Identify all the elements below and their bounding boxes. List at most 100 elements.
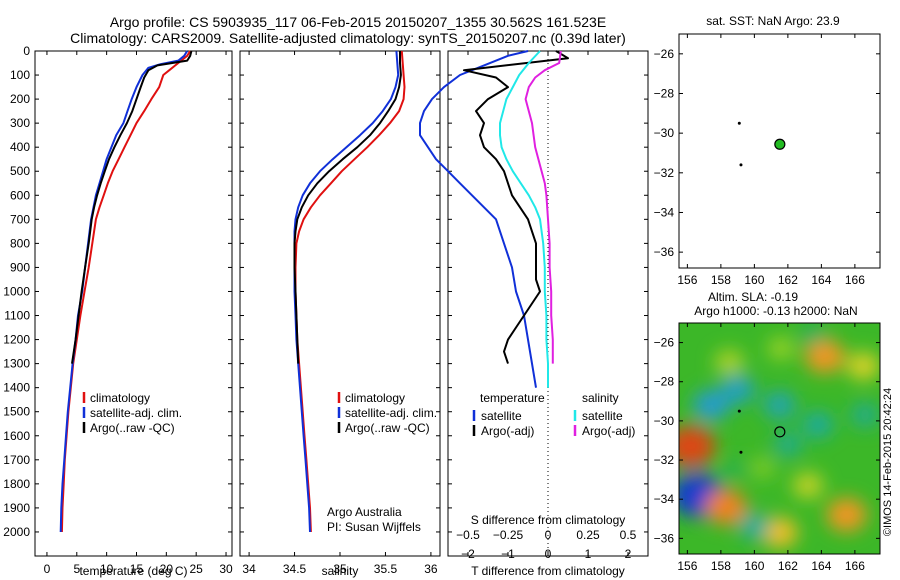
- depth-tick-label: 1800: [3, 477, 30, 491]
- temp-legend-label: satellite-adj. clim.: [90, 406, 182, 420]
- pi-label: PI: Susan Wijffels: [327, 520, 421, 534]
- depth-tick-label: 700: [10, 212, 30, 226]
- sla-title-line1: Altim. SLA: -0.19: [708, 290, 798, 304]
- other-float-marker: [737, 121, 741, 125]
- sst_map-lon-label: 162: [778, 273, 798, 287]
- sla_map-lat-label: −26: [654, 336, 675, 350]
- difference-series-2: [499, 50, 549, 388]
- depth-tick-label: 400: [10, 140, 30, 154]
- salinity-xtick-label: 34.5: [283, 562, 307, 576]
- sal-legend-label: satellite-adj. clim.: [345, 406, 437, 420]
- sla-anomaly: [692, 389, 729, 421]
- sla-anomaly: [850, 402, 880, 428]
- depth-tick-label: 900: [10, 260, 30, 274]
- difference-series-3: [524, 50, 562, 364]
- difference-series-1: [463, 50, 569, 364]
- float-position-marker: [774, 138, 786, 150]
- depth-tick-label: 1400: [3, 381, 30, 395]
- sst_map-lon-label: 166: [845, 273, 865, 287]
- salinity-frame: [239, 50, 441, 557]
- salinity-xtick-label: 35: [333, 562, 347, 576]
- sst_map-lat-label: −36: [654, 245, 675, 259]
- sst_map-lon-label: 160: [744, 273, 764, 287]
- t-diff-tick-label: −2: [461, 547, 475, 561]
- sla-anomaly-layer: [679, 323, 880, 548]
- figure-title-line1: Argo profile: CS 5903935_117 06-Feb-2015…: [110, 14, 606, 30]
- temp-diff-legend-label: Argo(-adj): [481, 424, 534, 438]
- depth-tick-label: 1900: [3, 501, 30, 515]
- sst_map-lon-label: 164: [811, 273, 831, 287]
- sla_map-lat-label: −32: [654, 453, 675, 467]
- t-diff-tick-label: −1: [501, 547, 515, 561]
- sla_map-lat-label: −34: [654, 492, 675, 506]
- depth-tick-label: 1000: [3, 284, 30, 298]
- salinity-xlabel: salinity: [322, 564, 359, 578]
- sla_map-lat-label: −30: [654, 414, 675, 428]
- salinity-series-1: [293, 50, 400, 533]
- sla-anomaly: [679, 425, 716, 468]
- salinity-xtick-label: 35.5: [374, 562, 398, 576]
- other-float-marker: [739, 450, 743, 454]
- salinity-series-0: [294, 50, 406, 533]
- sal-legend-title: salinity: [582, 391, 619, 405]
- sla_map-lon-label: 160: [744, 559, 764, 573]
- sst-title: sat. SST: NaN Argo: 23.9: [706, 14, 840, 28]
- sla-anomaly: [750, 457, 776, 479]
- depth-tick-label: 1600: [3, 429, 30, 443]
- difference-series-0: [419, 50, 537, 388]
- depth-tick-label: 1700: [3, 453, 30, 467]
- temperature-frame: [34, 50, 233, 557]
- depth-tick-label: 600: [10, 188, 30, 202]
- depth-tick-label: 1300: [3, 357, 30, 371]
- sla_map-lon-label: 164: [811, 559, 831, 573]
- sal-diff-legend-label: satellite: [582, 409, 623, 423]
- sla-anomaly: [705, 489, 747, 525]
- depth-tick-label: 100: [10, 68, 30, 82]
- float-position-marker: [774, 426, 786, 438]
- temp-legend-label: Argo(..raw -QC): [90, 421, 175, 435]
- s-diff-tick-label: 0.5: [620, 528, 637, 542]
- s-diff-tick-label: 0.25: [576, 528, 600, 542]
- sla_map-lon-label: 166: [845, 559, 865, 573]
- s-diff-tick-label: −0.5: [456, 528, 480, 542]
- sla-anomaly: [767, 336, 795, 361]
- sla-anomaly: [846, 352, 880, 380]
- temperature-xtick-label: 10: [100, 562, 114, 576]
- figure-title-line2: Climatology: CARS2009. Satellite-adjuste…: [70, 30, 626, 46]
- t-diff-xlabel: T difference from climatology: [471, 564, 625, 578]
- s-diff-tick-label: −0.25: [493, 528, 524, 542]
- sst_map-lat-label: −30: [654, 126, 675, 140]
- temperature-xtick-label: 0: [44, 562, 51, 576]
- temperature-series-2: [71, 50, 193, 364]
- temperature-xtick-label: 30: [219, 562, 233, 576]
- sla-anomaly: [792, 472, 824, 499]
- sla-anomaly: [720, 374, 755, 405]
- sla-anomaly: [761, 517, 798, 548]
- t-diff-tick-label: 1: [585, 547, 592, 561]
- sla-anomaly: [763, 391, 796, 420]
- sst-map-panel: sat. SST: NaN Argo: 23.9 156 158 160 162 164 1…: [654, 14, 881, 287]
- sla-field: [679, 323, 880, 554]
- salinity-series-2: [293, 51, 402, 364]
- salinity-panel: 34 34.5 35 35.5 36 salinity climatologysatelli…: [239, 50, 441, 578]
- other-float-marker: [737, 409, 741, 413]
- sla-anomaly: [800, 323, 826, 346]
- temperature-xlabel: temperature (deg C): [79, 564, 187, 578]
- sal-diff-legend-label: Argo(-adj): [582, 424, 635, 438]
- sla-anomaly: [804, 339, 845, 374]
- depth-tick-label: 0: [23, 44, 30, 58]
- sla-anomaly: [714, 349, 744, 375]
- other-float-marker: [739, 163, 743, 167]
- sla_map-lat-label: −28: [654, 375, 675, 389]
- salinity-xtick-label: 34: [242, 562, 256, 576]
- salinity-xtick-label: 36: [424, 562, 438, 576]
- t-diff-tick-label: 0: [545, 547, 552, 561]
- difference-panel: −2−1012−0.5−0.2500.250.5temperaturesalin…: [419, 50, 649, 578]
- depth-tick-label: 1500: [3, 405, 30, 419]
- s-diff-xlabel: S difference from climatology: [471, 513, 626, 527]
- operator-label: Argo Australia: [327, 505, 402, 519]
- depth-tick-label: 300: [10, 116, 30, 130]
- sst_map-lat-label: −28: [654, 86, 675, 100]
- temperature-xtick-label: 20: [160, 562, 174, 576]
